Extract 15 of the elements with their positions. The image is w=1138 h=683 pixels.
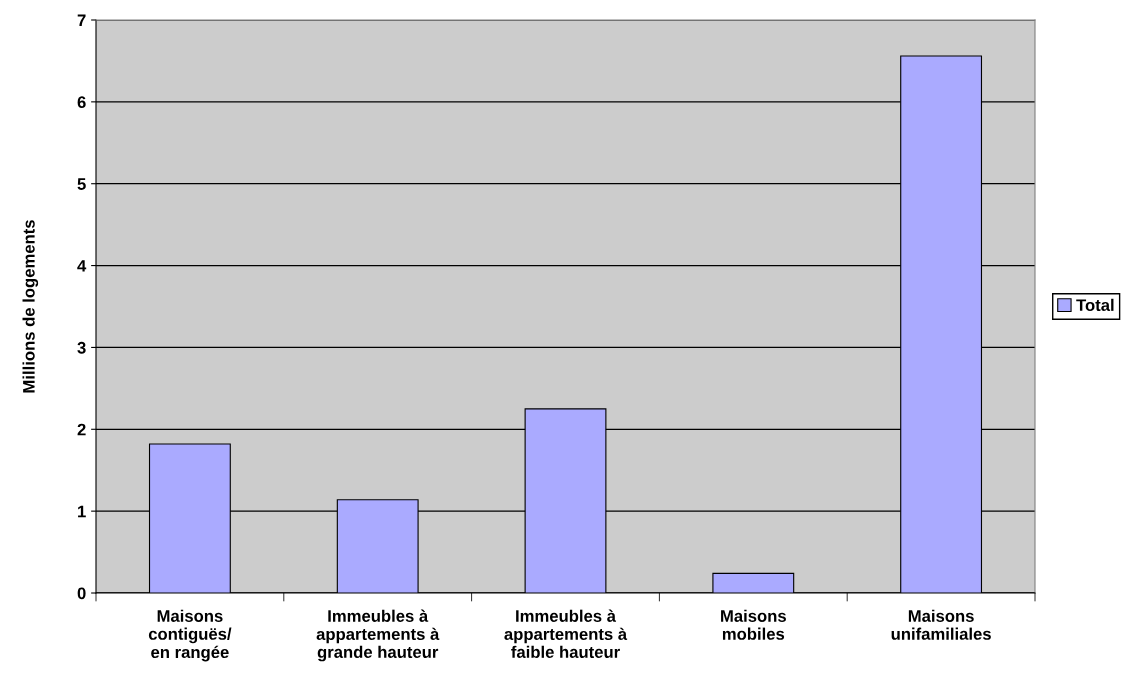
legend-label: Total: [1076, 298, 1114, 312]
x-tick-label: Maisons mobiles: [721, 609, 786, 640]
y-tick-label: 7: [77, 14, 86, 27]
y-tick-label: 6: [77, 96, 86, 109]
y-tick-label: 1: [78, 505, 86, 518]
y-tick-label: 2: [77, 423, 86, 436]
x-tick-label: Immeubles à appartements à grande hauteur: [316, 609, 440, 662]
y-tick-label: 3: [77, 341, 86, 354]
x-tick-label: Maisons contiguës/ en rangée: [148, 609, 232, 662]
y-tick-label: 5: [77, 178, 86, 190]
y-axis-title: Millions de logements: [22, 220, 39, 393]
y-tick-label: 4: [77, 260, 87, 272]
y-tick-label: 0: [77, 587, 86, 600]
x-tick-label: Immeubles à appartements à faible hauteur: [504, 609, 628, 658]
x-tick-label: Maisons unifamiliales: [891, 609, 991, 640]
